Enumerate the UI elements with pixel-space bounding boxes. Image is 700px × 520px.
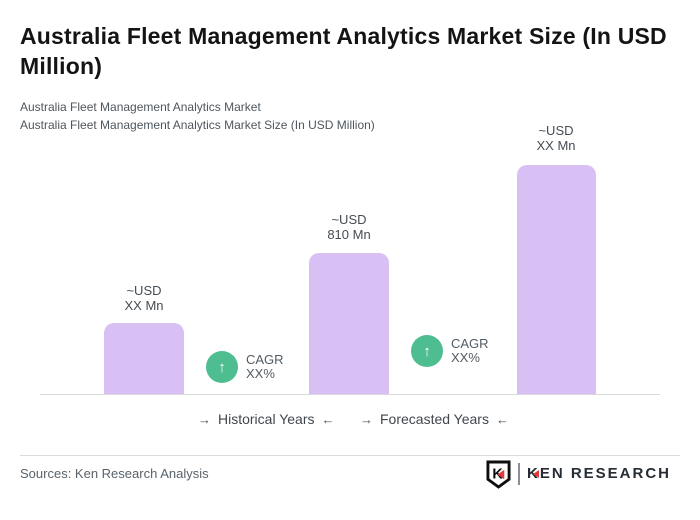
period-label-text: Forecasted Years	[380, 411, 489, 427]
cagr-label-1: CAGR XX%	[246, 352, 284, 381]
bar-value-label-3: ~USD XX Mn	[536, 123, 576, 153]
market-size-bar-3	[517, 165, 596, 394]
cagr-badge-2: ↑ CAGR XX%	[411, 335, 489, 367]
arrow-left-icon: ←	[321, 411, 335, 427]
arrow-up-icon: ↑	[218, 358, 226, 376]
logo-divider	[518, 463, 520, 485]
bar-value-label-2: ~USD 810 Mn	[327, 212, 371, 242]
arrow-left-icon: ←	[495, 411, 509, 427]
logo-wordmark: KEN RESEARCH	[527, 465, 671, 483]
ken-research-logo: K KEN RESEARCH	[486, 459, 671, 489]
bar-chart	[40, 140, 660, 395]
k-red-wedge-icon	[533, 470, 539, 478]
logo-shield-icon: K	[486, 460, 511, 489]
cagr-circle-2: ↑	[411, 335, 443, 367]
arrow-up-icon: ↑	[423, 342, 431, 360]
chart-subtitle: Australia Fleet Management Analytics Mar…	[20, 98, 375, 134]
logo-red-arrow-icon	[497, 469, 505, 479]
market-size-bar-1	[104, 323, 184, 394]
page-title: Australia Fleet Management Analytics Mar…	[20, 23, 667, 79]
cagr-badge-1: ↑ CAGR XX%	[206, 351, 284, 383]
period-label-historical: → Historical Years ←	[198, 411, 335, 427]
market-size-bar-2	[309, 253, 389, 394]
chart-subtitle-line-2: Australia Fleet Management Analytics Mar…	[20, 118, 375, 132]
cagr-circle-1: ↑	[206, 351, 238, 383]
bar-value-label-1: ~USD XX Mn	[124, 283, 164, 313]
logo-text: KEN RESEARCH	[527, 465, 672, 482]
period-label-text: Historical Years	[218, 411, 315, 427]
footer-divider	[20, 455, 680, 456]
sources-text: Sources: Ken Research Analysis	[20, 466, 209, 481]
period-label-forecasted: → Forecasted Years ←	[360, 411, 509, 427]
arrow-right-icon: →	[198, 411, 211, 427]
chart-subtitle-line-1: Australia Fleet Management Analytics Mar…	[20, 100, 261, 114]
arrow-right-icon: →	[360, 411, 373, 427]
cagr-label-2: CAGR XX%	[451, 336, 489, 365]
